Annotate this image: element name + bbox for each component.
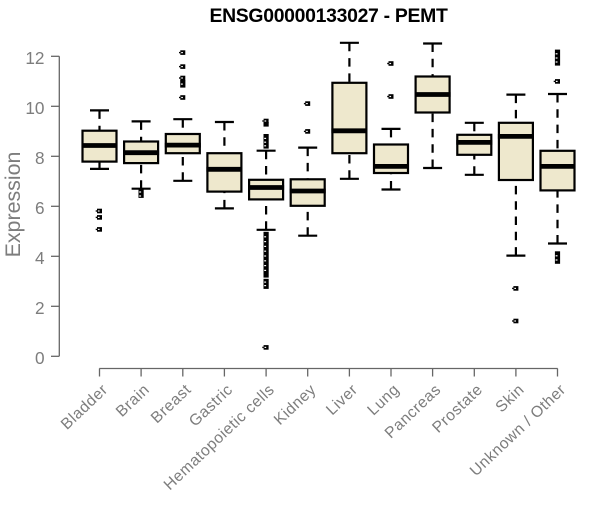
svg-text:10: 10 <box>25 98 44 118</box>
svg-text:2: 2 <box>35 298 45 318</box>
svg-text:6: 6 <box>35 198 45 218</box>
svg-text:ENSG00000133027 - PEMT: ENSG00000133027 - PEMT <box>209 5 448 27</box>
svg-text:12: 12 <box>25 48 44 68</box>
svg-text:4: 4 <box>35 248 45 268</box>
svg-text:8: 8 <box>35 148 45 168</box>
svg-text:0: 0 <box>35 348 45 368</box>
svg-text:Expression: Expression <box>1 152 25 258</box>
